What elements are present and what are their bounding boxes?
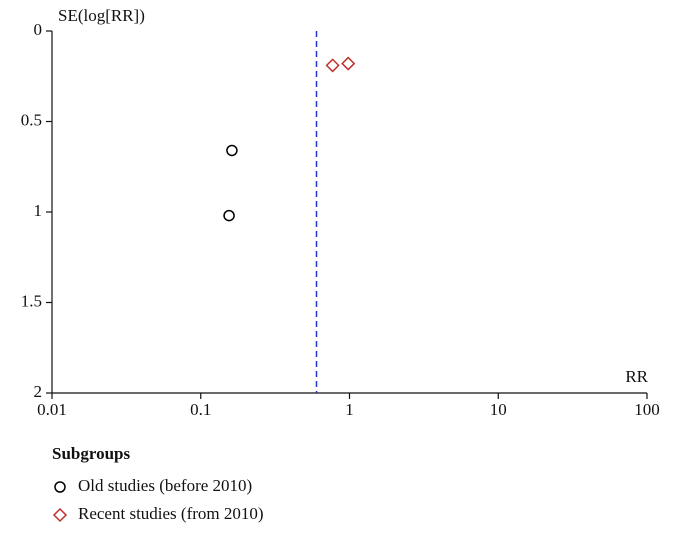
legend-title: Subgroups — [52, 444, 131, 463]
y-tick-label: 0 — [34, 20, 43, 39]
y-axis-label: SE(log[RR]) — [58, 6, 145, 25]
legend-label: Recent studies (from 2010) — [78, 504, 264, 523]
x-tick-label: 0.01 — [37, 400, 67, 419]
y-tick-label: 1.5 — [21, 291, 42, 310]
y-tick-label: 0.5 — [21, 110, 42, 129]
diamond-marker — [341, 56, 356, 71]
circle-marker — [226, 144, 238, 157]
x-tick-label: 10 — [490, 400, 507, 419]
x-tick-label: 0.1 — [190, 400, 211, 419]
x-tick-label: 100 — [634, 400, 660, 419]
legend-marker — [54, 481, 66, 493]
legend-marker — [52, 507, 68, 523]
x-tick-label: 1 — [345, 400, 354, 419]
legend-label: Old studies (before 2010) — [78, 476, 252, 495]
x-axis-label: RR — [625, 367, 648, 386]
diamond-marker — [325, 58, 340, 73]
y-tick-label: 2 — [34, 382, 43, 401]
y-tick-label: 1 — [34, 201, 43, 220]
circle-marker — [223, 209, 235, 222]
